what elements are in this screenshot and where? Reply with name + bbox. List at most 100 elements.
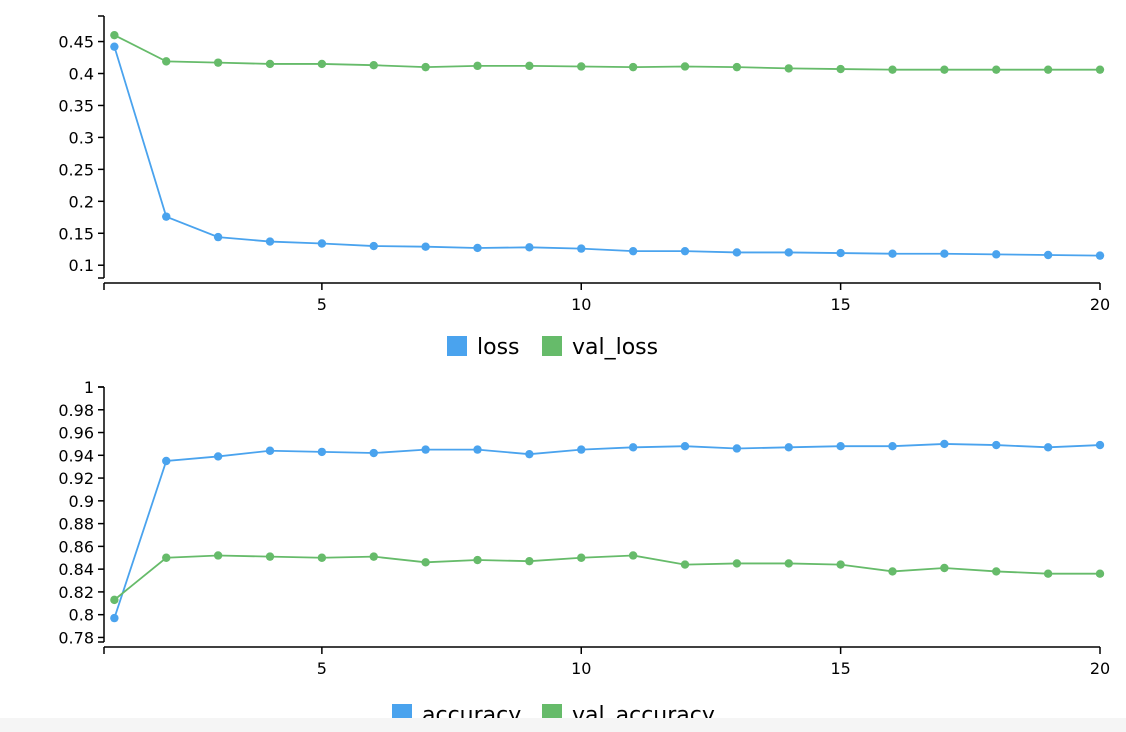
y-tick-label: 0.82 bbox=[58, 583, 94, 602]
x-tick-label: 5 bbox=[317, 295, 327, 314]
point-loss bbox=[265, 237, 275, 246]
point-loss bbox=[473, 243, 482, 253]
point-accuracy bbox=[369, 448, 378, 458]
point-accuracy bbox=[888, 441, 897, 451]
y-tick-label: 0.2 bbox=[69, 192, 94, 211]
y-tick-label: 0.3 bbox=[69, 128, 94, 147]
point-loss bbox=[992, 250, 1001, 259]
point-val_loss bbox=[162, 57, 171, 66]
y-tick-label: 0.86 bbox=[58, 537, 94, 556]
point-val_loss bbox=[1043, 65, 1053, 74]
point-loss bbox=[784, 248, 793, 257]
point-val_loss bbox=[473, 61, 482, 71]
point-val_accuracy bbox=[421, 558, 430, 567]
y-tick-label: 0.92 bbox=[58, 469, 94, 488]
y-tick-label: 0.9 bbox=[69, 492, 94, 511]
point-loss bbox=[162, 212, 171, 221]
point-val_loss bbox=[369, 61, 378, 70]
y-tick-label: 0.25 bbox=[58, 160, 94, 179]
point-loss bbox=[369, 241, 378, 251]
point-loss bbox=[213, 232, 223, 242]
series-line-loss bbox=[113, 46, 1101, 257]
point-val_accuracy bbox=[992, 567, 1001, 576]
point-loss bbox=[628, 246, 638, 256]
y-tick-label: 0.94 bbox=[58, 446, 94, 465]
series-line-val_loss bbox=[113, 34, 1100, 71]
point-val_loss bbox=[680, 62, 690, 71]
point-val_accuracy bbox=[369, 552, 378, 561]
point-val_loss bbox=[110, 30, 119, 40]
point-loss bbox=[680, 246, 690, 256]
y-tick-label: 0.45 bbox=[58, 33, 94, 52]
point-loss bbox=[836, 248, 845, 258]
point-val_accuracy bbox=[1095, 569, 1105, 578]
point-val_loss bbox=[265, 59, 275, 69]
point-loss bbox=[888, 249, 897, 258]
point-accuracy bbox=[110, 613, 119, 623]
point-val_loss bbox=[525, 61, 534, 71]
point-val_accuracy bbox=[162, 553, 171, 562]
point-accuracy bbox=[265, 446, 275, 455]
y-tick-label: 0.84 bbox=[58, 560, 94, 579]
point-val_accuracy bbox=[836, 560, 845, 569]
point-val_accuracy bbox=[628, 551, 638, 560]
x-tick-label: 10 bbox=[571, 295, 591, 314]
point-val_accuracy bbox=[577, 553, 586, 562]
y-tick-label: 0.4 bbox=[69, 65, 94, 84]
x-tick-label: 15 bbox=[830, 659, 850, 678]
point-val_accuracy bbox=[265, 552, 275, 561]
point-accuracy bbox=[940, 439, 949, 449]
point-val_accuracy bbox=[784, 559, 793, 568]
point-loss bbox=[1043, 250, 1053, 260]
y-tick-label: 0.15 bbox=[58, 224, 94, 243]
point-val_loss bbox=[1095, 65, 1105, 74]
point-loss bbox=[317, 239, 327, 248]
point-val_accuracy bbox=[888, 567, 897, 576]
point-accuracy bbox=[836, 441, 845, 451]
y-tick-label: 0.35 bbox=[58, 96, 94, 115]
y-tick-label: 0.96 bbox=[58, 424, 94, 443]
chart-panel-2: 0.78 0.8 0.82 0.84 0.86 0.88 0.9 0.92 0.94 0.96 0.… bbox=[58, 378, 1110, 728]
legend-swatch-val_loss bbox=[542, 336, 562, 356]
point-val_loss bbox=[836, 64, 845, 74]
point-loss bbox=[421, 242, 430, 251]
point-accuracy bbox=[1095, 440, 1105, 450]
point-val_loss bbox=[421, 62, 430, 72]
x-tick-label: 20 bbox=[1090, 295, 1110, 314]
point-accuracy bbox=[473, 445, 482, 454]
point-val_accuracy bbox=[473, 555, 482, 565]
point-loss bbox=[525, 243, 534, 252]
point-accuracy bbox=[421, 445, 430, 454]
point-val_loss bbox=[992, 65, 1001, 74]
y-tick-label: 0.78 bbox=[58, 628, 94, 647]
point-val_loss bbox=[732, 62, 742, 72]
point-loss bbox=[1095, 251, 1105, 260]
point-val_accuracy bbox=[317, 553, 327, 562]
point-val_accuracy bbox=[1043, 569, 1053, 578]
legend-label-val_loss: val_loss bbox=[572, 335, 658, 360]
point-val_accuracy bbox=[213, 551, 223, 560]
point-val_loss bbox=[213, 58, 223, 67]
point-accuracy bbox=[1043, 443, 1053, 452]
point-val_accuracy bbox=[525, 556, 534, 566]
point-val_loss bbox=[577, 62, 586, 71]
point-accuracy bbox=[992, 440, 1001, 450]
point-accuracy bbox=[162, 456, 171, 466]
series-line-accuracy bbox=[113, 443, 1101, 619]
series-line-val_accuracy bbox=[113, 554, 1100, 601]
point-loss bbox=[577, 244, 586, 253]
y-tick-label: 0.8 bbox=[69, 606, 94, 625]
x-tick-label: 20 bbox=[1090, 659, 1110, 678]
y-tick-label: 1 bbox=[84, 378, 94, 397]
x-tick-label: 15 bbox=[830, 295, 850, 314]
point-val_accuracy bbox=[732, 559, 742, 568]
x-tick-label: 10 bbox=[571, 659, 591, 678]
point-val_accuracy bbox=[940, 563, 949, 573]
legend-swatch-loss bbox=[447, 336, 467, 356]
point-val_loss bbox=[317, 59, 327, 69]
point-accuracy bbox=[213, 452, 223, 461]
point-accuracy bbox=[577, 445, 586, 454]
point-val_accuracy bbox=[680, 560, 690, 569]
